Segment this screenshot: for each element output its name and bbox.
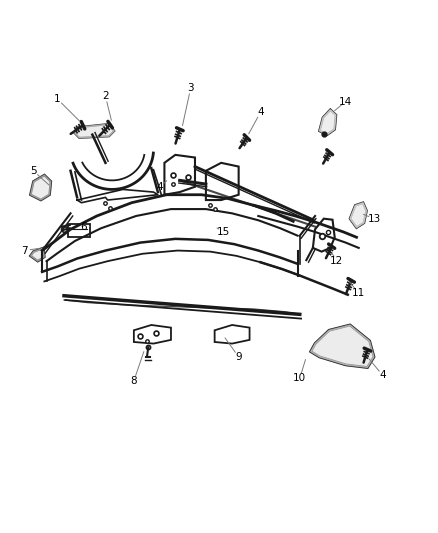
- Polygon shape: [30, 248, 44, 261]
- Text: 8: 8: [131, 376, 137, 386]
- Text: 10: 10: [293, 373, 306, 383]
- Text: 5: 5: [30, 166, 37, 176]
- Polygon shape: [30, 175, 51, 200]
- Text: 6: 6: [80, 222, 87, 232]
- Text: 4: 4: [379, 370, 386, 381]
- Text: 7: 7: [21, 246, 28, 255]
- Text: 4: 4: [257, 107, 264, 117]
- Text: 4: 4: [157, 182, 163, 192]
- Polygon shape: [350, 203, 367, 228]
- Polygon shape: [319, 110, 336, 135]
- Text: 9: 9: [235, 352, 242, 362]
- Text: 12: 12: [330, 256, 343, 266]
- Text: 2: 2: [102, 91, 109, 101]
- Polygon shape: [74, 124, 114, 138]
- Text: 14: 14: [339, 96, 352, 107]
- Text: 1: 1: [54, 94, 61, 104]
- Polygon shape: [311, 325, 374, 368]
- Text: 13: 13: [367, 214, 381, 224]
- Text: 15: 15: [217, 227, 230, 237]
- Text: 3: 3: [187, 83, 194, 93]
- Text: 11: 11: [352, 288, 365, 298]
